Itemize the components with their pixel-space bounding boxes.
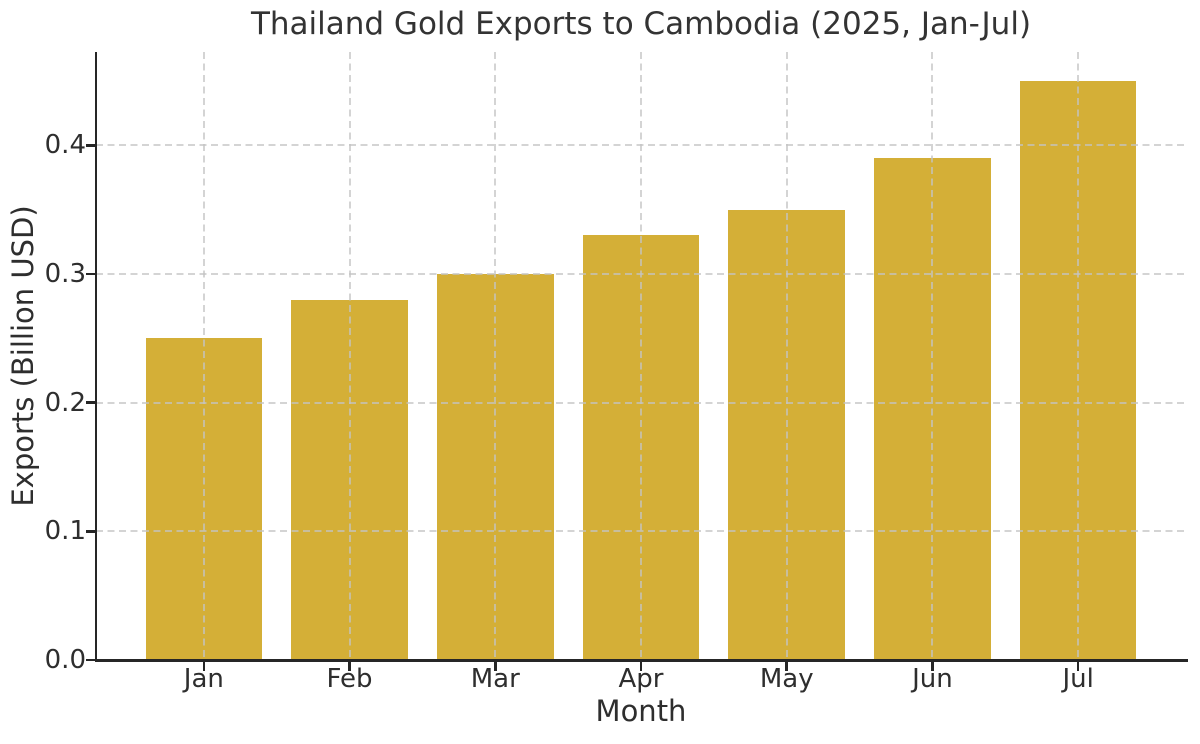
vertical-gridline: [640, 52, 642, 660]
x-tick: [348, 661, 351, 671]
x-tick-label: Jul: [1062, 664, 1094, 694]
vertical-gridline: [785, 52, 788, 660]
x-tick-label: May: [759, 664, 814, 694]
vertical-gridline: [931, 52, 934, 660]
left-spine: [94, 52, 97, 662]
vertical-gridline: [202, 52, 205, 660]
y-axis-label: Exports (Billion USD): [6, 205, 40, 507]
grid-layer: [96, 52, 1186, 660]
x-tick: [639, 661, 643, 671]
y-tick: [85, 144, 95, 147]
y-tick-label: 0.4: [44, 130, 86, 161]
x-tick: [1076, 661, 1080, 671]
y-tick-label: 0.2: [44, 387, 86, 418]
bottom-spine: [94, 659, 1188, 662]
x-tick: [202, 661, 206, 671]
x-tick: [931, 661, 934, 671]
vertical-gridline: [348, 52, 351, 660]
y-tick-label: 0.0: [44, 645, 86, 675]
y-tick: [85, 530, 95, 533]
vertical-gridline: [1077, 52, 1080, 660]
x-axis-label: Month: [595, 694, 687, 728]
x-tick-label: Jun: [912, 664, 953, 694]
y-tick-label: 0.1: [44, 516, 86, 547]
plot-area: 0.0 0.1 0.2 0.3 0.4 Jan Feb Mar Apr May Jun Jul: [45, 52, 1188, 694]
y-tick-label: 0.3: [44, 258, 86, 289]
x-tick-label: Mar: [470, 664, 520, 694]
y-tick: [85, 658, 95, 662]
axis-ticks-layer: 0.0 0.1 0.2 0.3 0.4 Jan Feb Mar Apr May Jun Jul: [45, 52, 1186, 694]
y-tick: [85, 272, 95, 276]
x-tick-label: Jan: [183, 664, 224, 694]
x-tick-label: Feb: [326, 664, 373, 694]
chart-title: Thailand Gold Exports to Cambodia (2025,…: [250, 6, 1032, 42]
x-tick-label: Apr: [618, 664, 664, 694]
y-tick: [85, 401, 95, 404]
vertical-gridline: [494, 52, 497, 660]
x-tick: [785, 661, 788, 671]
x-tick: [494, 661, 497, 671]
